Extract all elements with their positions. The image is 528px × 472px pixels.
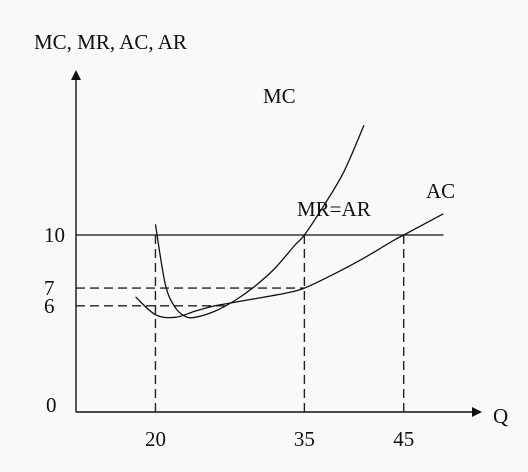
- series-line-ac: [135, 213, 444, 319]
- mr-ar-label: MR=AR: [297, 197, 371, 221]
- x-tick-label-45: 45: [393, 427, 414, 451]
- series-line-mc: [154, 125, 365, 319]
- y-tick-label-10: 10: [44, 223, 65, 247]
- y-axis-label: MC, MR, AC, AR: [34, 30, 187, 54]
- x-tick-label-35: 35: [294, 427, 315, 451]
- reference-lines: [76, 235, 405, 412]
- origin-label: 0: [46, 393, 57, 417]
- ac-label: AC: [426, 179, 455, 203]
- y-tick-label-7: 7: [44, 276, 55, 300]
- mc-label: MC: [263, 84, 296, 108]
- x-axis-label: Q: [493, 404, 508, 428]
- y-tick-label-6: 6: [44, 294, 55, 318]
- series-lines: [76, 125, 444, 319]
- x-tick-labels: 20 35 45: [145, 427, 414, 451]
- y-tick-labels: 10 76: [44, 223, 65, 318]
- x-tick-label-20: 20: [145, 427, 166, 451]
